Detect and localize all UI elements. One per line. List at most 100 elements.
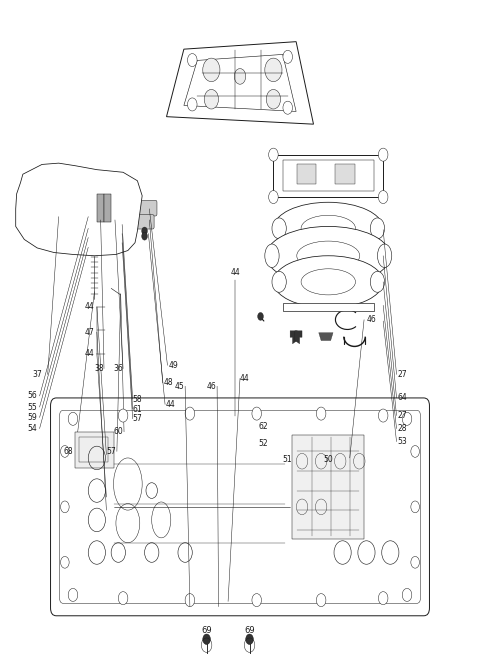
Circle shape [402,588,412,601]
Text: 44: 44 [166,400,176,409]
Ellipse shape [90,226,99,231]
Text: 57: 57 [106,447,116,456]
Ellipse shape [370,271,384,292]
Ellipse shape [90,235,99,240]
Circle shape [265,58,282,82]
Circle shape [142,233,147,240]
Circle shape [204,90,218,109]
Circle shape [246,634,253,645]
Circle shape [378,591,388,605]
Ellipse shape [87,234,102,242]
Ellipse shape [274,255,383,308]
Polygon shape [319,333,333,341]
Text: 69: 69 [244,626,255,635]
Text: 38: 38 [95,364,104,373]
Bar [292,435,364,540]
Text: 62: 62 [258,422,268,431]
Ellipse shape [87,213,102,221]
Circle shape [203,58,220,82]
Text: 47: 47 [85,328,95,337]
Text: 61: 61 [132,405,142,413]
Bar [97,195,105,222]
Ellipse shape [111,222,120,227]
Circle shape [68,412,78,425]
Circle shape [269,148,278,161]
Circle shape [378,191,388,204]
Circle shape [378,148,388,161]
Circle shape [402,412,412,425]
Ellipse shape [370,218,384,239]
Ellipse shape [265,244,279,267]
Text: 60: 60 [113,427,123,436]
Bar [79,437,108,462]
Bar [336,164,355,184]
Circle shape [316,407,326,420]
Circle shape [118,409,128,422]
Circle shape [283,50,292,64]
Text: 48: 48 [164,379,173,388]
Circle shape [60,501,69,513]
Text: 44: 44 [85,349,95,358]
Text: 51: 51 [282,455,291,464]
Bar [274,155,383,197]
Text: 44: 44 [85,302,95,311]
Text: 64: 64 [397,394,407,402]
Circle shape [283,101,292,114]
Ellipse shape [22,183,40,234]
Circle shape [68,588,78,601]
Circle shape [252,593,262,607]
Circle shape [411,501,420,513]
Circle shape [185,407,195,420]
Ellipse shape [272,271,286,292]
Circle shape [411,445,420,457]
Text: 54: 54 [27,424,37,433]
Ellipse shape [266,227,390,285]
Circle shape [188,54,197,67]
Ellipse shape [111,231,120,236]
Ellipse shape [109,221,123,229]
Text: 27: 27 [397,411,407,420]
Text: 58: 58 [132,395,142,403]
Text: 28: 28 [397,424,407,433]
Polygon shape [167,42,313,124]
Ellipse shape [90,214,99,219]
Text: 57: 57 [132,415,142,423]
Circle shape [60,445,69,457]
Text: 68: 68 [63,447,73,456]
Ellipse shape [90,245,99,250]
Ellipse shape [87,225,102,233]
Polygon shape [290,331,297,344]
Circle shape [188,98,197,111]
Bar [75,432,114,468]
Circle shape [118,591,128,605]
Text: 36: 36 [113,364,123,373]
Ellipse shape [111,240,120,245]
Text: 44: 44 [240,374,250,383]
Circle shape [269,191,278,204]
Circle shape [234,69,246,84]
Ellipse shape [274,202,383,254]
Text: 46: 46 [206,382,216,390]
Ellipse shape [109,230,123,238]
Bar [283,303,373,310]
Ellipse shape [377,244,392,267]
Text: 55: 55 [27,403,37,411]
Circle shape [203,634,210,645]
Text: 49: 49 [168,361,178,370]
Circle shape [378,409,388,422]
Circle shape [258,312,264,320]
Text: 46: 46 [366,315,376,324]
FancyBboxPatch shape [50,398,430,616]
Text: 27: 27 [397,370,407,379]
Bar [104,195,111,222]
Bar [283,160,373,191]
Polygon shape [16,163,142,255]
Ellipse shape [109,239,123,247]
Text: 53: 53 [397,437,407,446]
Polygon shape [295,331,302,344]
Circle shape [60,557,69,568]
Ellipse shape [87,244,102,251]
Text: 50: 50 [324,455,333,464]
Text: 56: 56 [27,392,37,400]
Circle shape [316,593,326,607]
